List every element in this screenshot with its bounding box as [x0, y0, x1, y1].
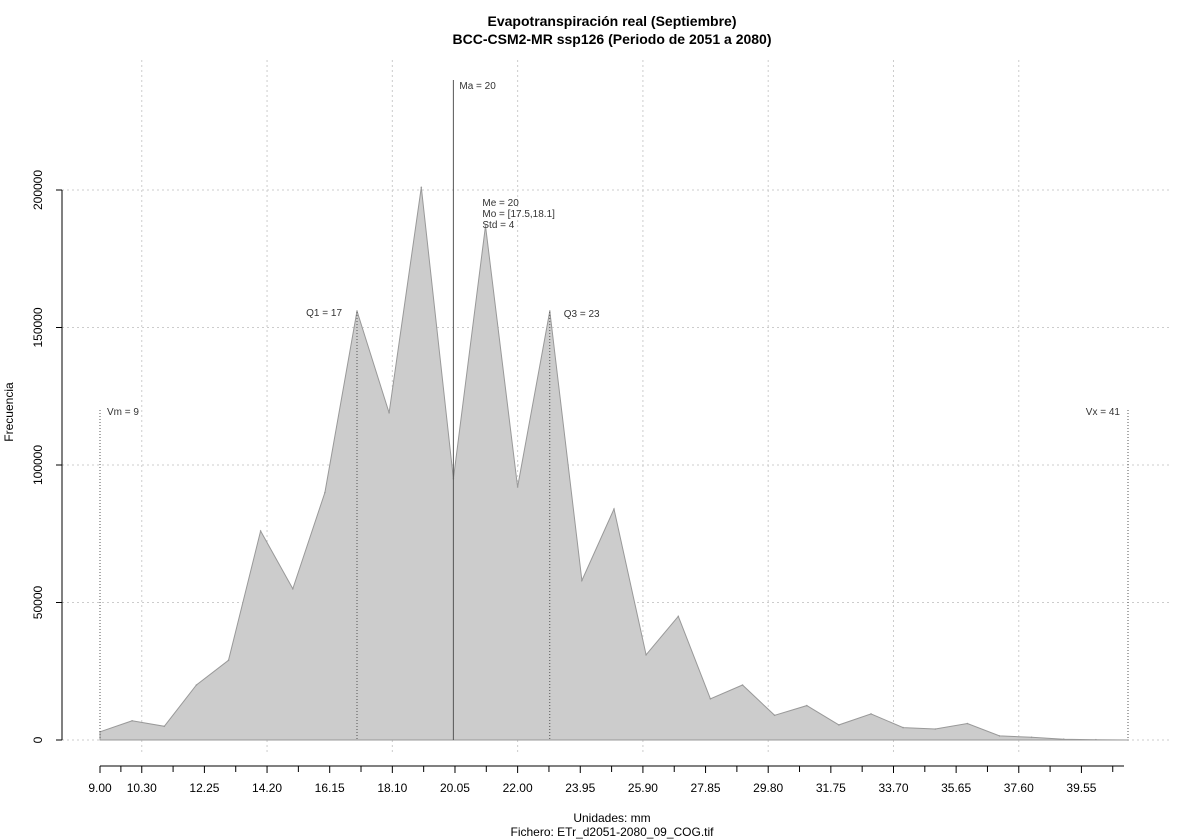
data-point-18 [677, 615, 680, 618]
x-tick-label-15: 37.60 [1004, 781, 1034, 795]
annotations: Vm = 9 Vx = 41 Q1 = 17 Q3 = 23 Ma = 20 Me = 2… [107, 81, 1120, 418]
data-point-23 [838, 724, 840, 726]
data-point-21 [773, 714, 776, 717]
x-tick-label-1: 10.30 [127, 781, 157, 795]
y-axis-label: Frecuencia [2, 382, 16, 442]
data-point-27 [966, 722, 969, 725]
stats-annotation-2: Std = 4 [482, 220, 514, 231]
y-axis: 0 50000 100000 150000 200000 [31, 170, 63, 743]
data-point-13 [516, 486, 519, 488]
x-tick-label-12: 31.75 [816, 781, 846, 795]
min-annotation: Vm = 9 [107, 407, 139, 418]
data-point-5 [259, 530, 262, 532]
mean-annotation: Ma = 20 [459, 81, 496, 92]
data-point-22 [806, 704, 808, 707]
data-point-9 [388, 412, 390, 414]
data-point-8 [356, 310, 358, 312]
y-tick-label-1: 50000 [31, 585, 45, 619]
data-point-30 [1063, 738, 1065, 740]
stats-annotation-0: Me = 20 [482, 198, 519, 209]
stats-annotation-1: Mo = [17.5,18.1] [482, 209, 555, 220]
data-area-group [99, 186, 1129, 741]
y-tick-label-2: 100000 [31, 445, 45, 485]
x-tick-label-6: 20.05 [440, 781, 470, 795]
x-tick-label-14: 35.65 [941, 781, 971, 795]
chart-title: Evapotranspiración real (Septiembre) [488, 13, 737, 29]
x-tick-label-7: 22.00 [503, 781, 533, 795]
x-tick-label-10: 27.85 [691, 781, 721, 795]
data-point-31 [1095, 738, 1097, 741]
data-point-26 [934, 728, 937, 730]
data-point-4 [227, 659, 230, 662]
data-point-25 [902, 726, 904, 729]
x-tick-label-4: 16.15 [315, 781, 345, 795]
data-point-15 [581, 579, 583, 582]
data-point-20 [741, 684, 744, 686]
data-point-28 [998, 735, 1001, 737]
data-point-29 [1030, 736, 1033, 739]
data-point-6 [292, 588, 294, 590]
x-tick-label-0: 9.00 [88, 781, 112, 795]
statistic-lines [99, 80, 1129, 740]
data-point-14 [549, 310, 551, 312]
y-tick-label-3: 150000 [31, 307, 45, 347]
x-tick-label-3: 14.20 [252, 781, 282, 795]
x-axis-label: Unidades: mm [573, 811, 650, 825]
max-annotation: Vx = 41 [1086, 407, 1121, 418]
data-point-12 [484, 225, 487, 227]
data-point-17 [645, 654, 647, 656]
data-point-3 [195, 684, 198, 686]
x-tick-label-5: 18.10 [377, 781, 407, 795]
x-tick-label-2: 12.25 [189, 781, 219, 795]
x-axis: 9.00 10.30 12.25 14.20 16.15 18.10 20.05 22.00 2… [88, 765, 1124, 795]
histogram-area [99, 187, 1129, 741]
chart-subtitle: BCC-CSM2-MR ssp126 (Periodo de 2051 a 20… [453, 31, 772, 47]
x-tick-label-8: 23.95 [565, 781, 595, 795]
data-point-24 [870, 713, 872, 715]
data-point-2 [163, 725, 166, 728]
x-tick-label-16: 39.55 [1066, 781, 1096, 795]
x-tick-label-9: 25.90 [628, 781, 658, 795]
data-point-10 [420, 186, 423, 189]
data-point-32 [1127, 739, 1129, 741]
file-name: Fichero: ETr_d2051-2080_09_COG.tif [511, 825, 715, 839]
y-tick-label-0: 0 [31, 736, 45, 743]
data-point-7 [324, 491, 326, 494]
data-point-1 [131, 720, 133, 722]
x-tick-label-11: 29.80 [753, 781, 783, 795]
data-point-19 [709, 698, 712, 700]
q1-annotation: Q1 = 17 [306, 308, 342, 319]
data-point-16 [613, 508, 615, 510]
q3-annotation: Q3 = 23 [564, 309, 600, 320]
y-tick-label-4: 200000 [31, 170, 45, 210]
x-tick-label-13: 33.70 [878, 781, 908, 795]
